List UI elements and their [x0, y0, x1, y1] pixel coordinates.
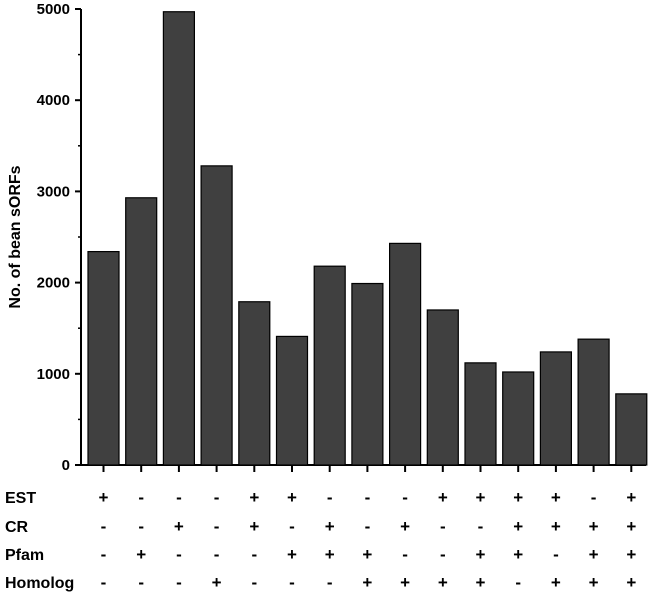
plus-sign: + [589, 573, 599, 592]
minus-sign: - [138, 517, 144, 536]
plus-sign: + [362, 573, 372, 592]
plus-sign: + [626, 488, 636, 507]
plus-sign: + [325, 545, 335, 564]
minus-sign: - [402, 488, 408, 507]
minus-sign: - [138, 488, 144, 507]
minus-sign: - [402, 545, 408, 564]
bar [464, 362, 497, 466]
minus-sign: - [365, 488, 371, 507]
plus-sign: + [551, 517, 561, 536]
y-tick-label: 0 [62, 457, 70, 474]
minus-sign: - [138, 573, 144, 592]
x-ticks [102, 465, 633, 472]
y-tick-label: 1000 [37, 366, 70, 383]
minus-sign: - [101, 517, 107, 536]
plus-sign: + [287, 545, 297, 564]
plus-sign: + [476, 545, 486, 564]
bar [275, 335, 309, 466]
feature-row-label: CR [5, 519, 29, 536]
minus-sign: - [440, 517, 446, 536]
plus-sign: + [589, 517, 599, 536]
plus-sign: + [136, 545, 146, 564]
y-axis-label: No. of bean sORFs [7, 165, 24, 308]
plus-sign: + [513, 545, 523, 564]
minus-sign: - [478, 517, 484, 536]
bar [200, 165, 233, 466]
minus-sign: - [101, 545, 107, 564]
minus-sign: - [214, 517, 220, 536]
plus-sign: + [325, 517, 335, 536]
y-tick-label: 5000 [37, 1, 70, 18]
bar [162, 11, 195, 466]
plus-sign: + [212, 573, 222, 592]
plus-sign: + [174, 517, 184, 536]
feature-row-label: EST [5, 490, 36, 507]
bar [238, 301, 271, 466]
plus-sign: + [287, 488, 297, 507]
minus-sign: - [327, 573, 333, 592]
plus-sign: + [589, 545, 599, 564]
minus-sign: - [289, 517, 295, 536]
plus-sign: + [476, 573, 486, 592]
minus-sign: - [591, 488, 597, 507]
plus-sign: + [626, 517, 636, 536]
feature-table: EST + - - - + + - - - + + + + - + CR - - + - + - + - + - - + + + + Pfam -… [5, 488, 636, 592]
plus-sign: + [438, 488, 448, 507]
plus-sign: + [551, 488, 561, 507]
plus-sign: + [99, 488, 109, 507]
minus-sign: - [101, 573, 107, 592]
plus-sign: + [362, 545, 372, 564]
minus-sign: - [214, 488, 220, 507]
plus-sign: + [513, 488, 523, 507]
y-tick-label: 2000 [37, 275, 70, 292]
minus-sign: - [214, 545, 220, 564]
bar [313, 265, 346, 466]
y-ticks: 0 1000 2000 3000 4000 5000 [37, 1, 81, 474]
minus-sign: - [327, 488, 333, 507]
bar [426, 309, 459, 466]
plus-sign: + [513, 517, 523, 536]
bar [125, 197, 158, 466]
bars [87, 11, 648, 466]
minus-sign: - [176, 545, 182, 564]
minus-sign: - [553, 545, 559, 564]
minus-sign: - [515, 573, 521, 592]
minus-sign: - [440, 545, 446, 564]
bar [577, 338, 610, 466]
plus-sign: + [476, 488, 486, 507]
bar [615, 393, 648, 466]
plus-sign: + [249, 517, 259, 536]
plus-sign: + [400, 573, 410, 592]
feature-row-label: Homolog [5, 575, 74, 592]
plus-sign: + [626, 545, 636, 564]
plus-sign: + [551, 573, 561, 592]
bar [351, 282, 384, 466]
minus-sign: - [365, 517, 371, 536]
minus-sign: - [176, 573, 182, 592]
minus-sign: - [251, 573, 257, 592]
bar [389, 242, 422, 466]
y-tick-label: 3000 [37, 183, 70, 200]
plus-sign: + [249, 488, 259, 507]
plus-sign: + [400, 517, 410, 536]
minus-sign: - [289, 573, 295, 592]
minus-sign: - [251, 545, 257, 564]
minus-sign: - [176, 488, 182, 507]
bar [539, 351, 573, 466]
feature-row-label: Pfam [5, 547, 44, 564]
y-tick-label: 4000 [37, 92, 70, 109]
bar [502, 371, 535, 466]
plus-sign: + [626, 573, 636, 592]
bar [87, 250, 120, 466]
plus-sign: + [438, 573, 448, 592]
